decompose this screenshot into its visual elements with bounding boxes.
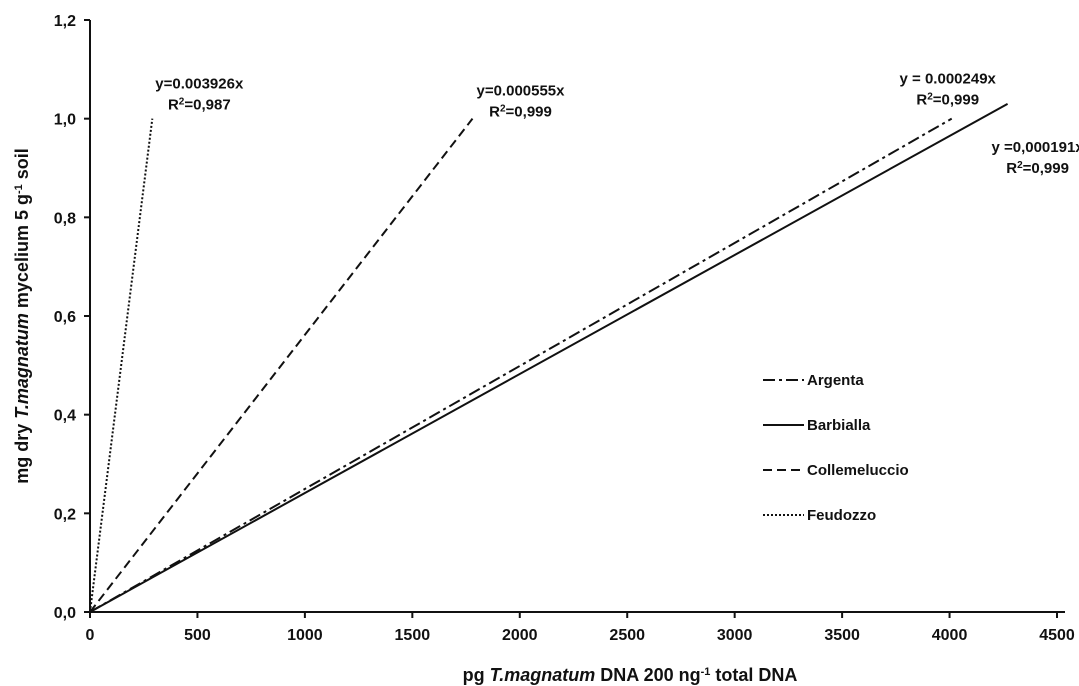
y-axis-title: mg dry T.magnatum mycelium 5 g-1 soil [12,148,32,484]
y-tick-label: 0,0 [54,605,76,622]
equations: y = 0.000249x R2=0,999 y =0,000191x R2=0,99… [155,71,1079,177]
y-tick-label: 0,2 [54,506,76,523]
r-squared-barbialla: R2=0,999 [1006,159,1069,177]
y-tick-label: 0,8 [54,210,76,227]
x-tick-label: 1500 [395,627,431,644]
series-line-argenta [89,117,953,613]
ticks: 0 500 1000 1500 2000 2500 3000 3500 4000 4500 0,0 0… [54,13,1075,644]
series-lines [89,102,1009,613]
equation-feudozzo: y=0.003926x [155,76,244,93]
x-tick-label: 3500 [824,627,860,644]
r-squared-collemeluccio: R2=0,999 [489,103,552,121]
equation-barbialla: y =0,000191x [991,139,1079,156]
legend-label-argenta: Argenta [807,372,864,389]
x-tick-label: 2500 [609,627,645,644]
x-tick-label: 0 [86,627,95,644]
y-tick-label: 0,6 [54,309,76,326]
series-line-collemeluccio [89,118,474,613]
legend-label-collemeluccio: Collemeluccio [807,462,909,479]
x-tick-label: 500 [184,627,211,644]
axes [89,20,1065,613]
y-tick-label: 0,4 [54,408,76,425]
equation-collemeluccio: y=0.000555x [476,83,565,100]
y-tick-label: 1,0 [54,112,76,129]
legend-label-barbialla: Barbialla [807,417,871,434]
x-tick-label: 1000 [287,627,323,644]
y-tick-label: 1,2 [54,13,76,30]
series-line-barbialla [89,102,1009,613]
r-squared-feudozzo: R2=0,987 [168,96,231,114]
r-squared-argenta: R2=0,999 [916,91,979,109]
series-line-feudozzo [89,118,154,613]
x-axis-title: pg T.magnatum DNA 200 ng-1 total DNA [463,665,798,685]
x-tick-label: 2000 [502,627,538,644]
x-tick-label: 4000 [932,627,968,644]
legend-label-feudozzo: Feudozzo [807,507,876,524]
legend: Argenta Barbialla Collemeluccio Feudozzo [763,372,909,524]
equation-argenta: y = 0.000249x [900,71,997,88]
x-tick-label: 4500 [1039,627,1075,644]
x-tick-label: 3000 [717,627,753,644]
